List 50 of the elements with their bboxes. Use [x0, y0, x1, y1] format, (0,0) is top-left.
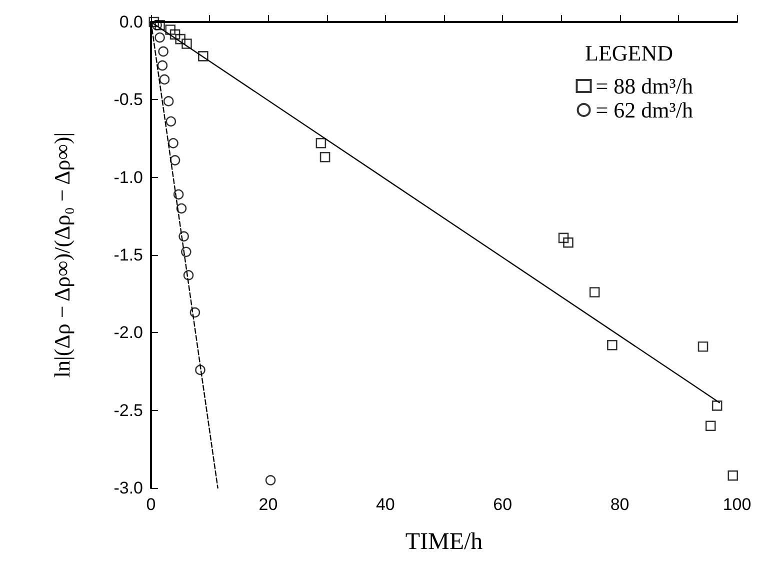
y-tick-label: -1.5: [114, 246, 143, 264]
point: [320, 152, 330, 162]
point: [698, 341, 708, 352]
point: [178, 231, 189, 242]
point: [170, 155, 180, 166]
point: [182, 38, 192, 49]
point: [175, 34, 186, 44]
point: [157, 60, 168, 71]
point: [183, 270, 194, 280]
point: [558, 232, 569, 244]
point: [705, 420, 716, 432]
y-tick-label: -0.5: [114, 90, 143, 110]
point: [170, 29, 180, 40]
point: [176, 203, 187, 214]
point: [190, 307, 200, 318]
y-tick-label: -2.0: [114, 323, 143, 342]
x-tick-label: 80: [610, 495, 630, 514]
point: [607, 340, 618, 350]
point: [181, 246, 192, 258]
point: [589, 287, 600, 298]
point: [158, 46, 168, 57]
point: [173, 189, 184, 200]
point: [154, 20, 165, 30]
point: [168, 138, 178, 148]
legend-label: = 62 dm³/h: [596, 98, 694, 122]
x-axis-title: TIME/h: [405, 529, 483, 555]
point: [265, 475, 276, 486]
y-tick-label: -2.5: [114, 400, 143, 420]
point: [163, 96, 174, 106]
point: [316, 138, 326, 148]
point: [165, 24, 176, 35]
x-tick-label: 40: [376, 495, 395, 514]
point: [198, 51, 208, 62]
point: [712, 400, 722, 411]
legend-title: LEGEND: [585, 40, 674, 66]
x-tick-label: 0: [146, 495, 156, 514]
x-tick-label: 20: [258, 495, 278, 514]
y-tick-label: -3.0: [114, 478, 143, 498]
legend-label: = 88 dm³/h: [596, 74, 694, 98]
point: [154, 32, 165, 43]
x-tick-label: 100: [722, 495, 752, 514]
point: [195, 364, 206, 376]
point: [728, 470, 738, 481]
y-axis-title: ln|(Δρ − Δρ∞)/(Δρ₀ − Δρ∞)|: [50, 132, 74, 378]
y-tick-label: -1.0: [114, 168, 143, 187]
y-tick-label: 0.0: [119, 12, 143, 32]
point: [563, 237, 574, 248]
x-tick-label: 60: [493, 495, 512, 514]
point: [166, 116, 176, 127]
point: [159, 74, 170, 85]
